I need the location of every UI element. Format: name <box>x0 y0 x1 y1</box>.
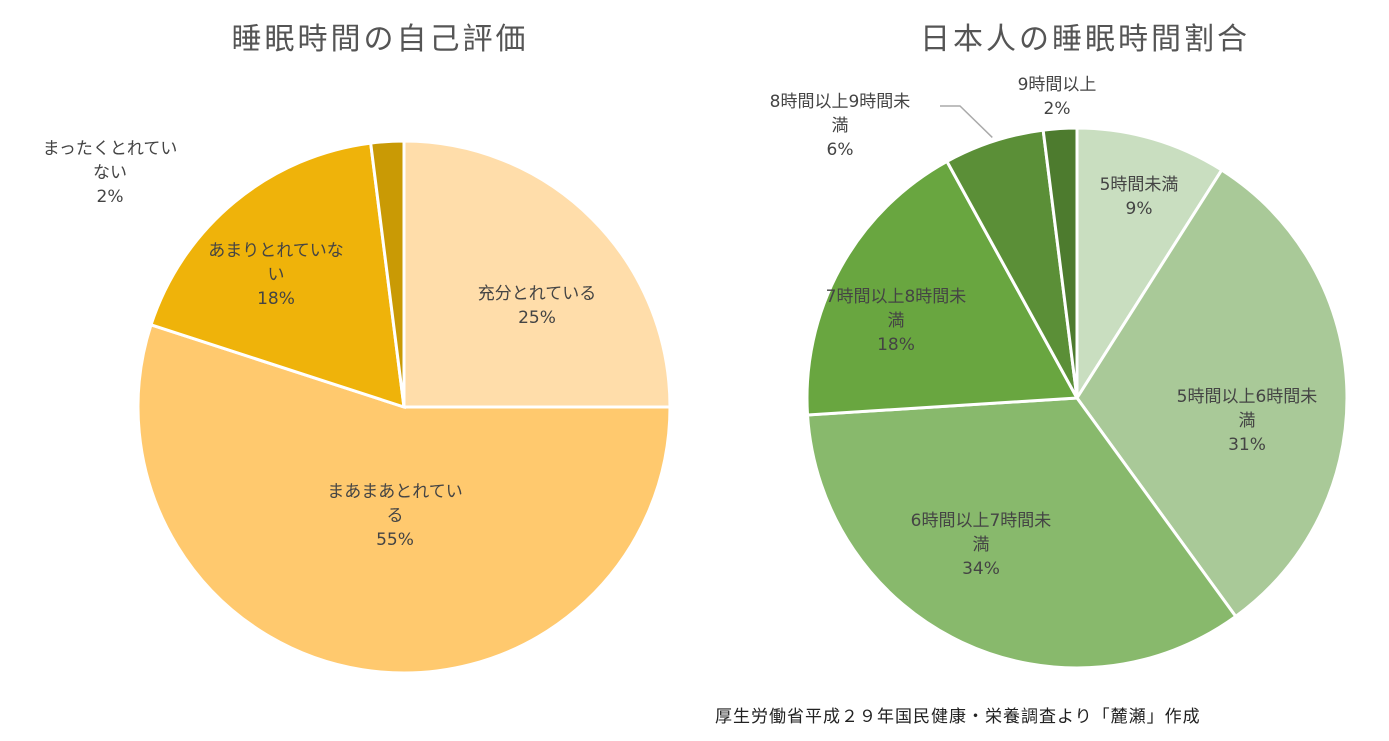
pie-slice-duration-2 <box>805 396 1238 670</box>
slice-label: まあまあとれている 55% <box>327 482 463 550</box>
leader-line <box>940 105 993 138</box>
slice-label: 7時間以上8時間未満 18% <box>826 287 967 355</box>
right-chart-title: 日本人の睡眠時間割合 <box>920 22 1250 57</box>
left-chart-title: 睡眠時間の自己評価 <box>231 22 529 57</box>
pie-slice-self-1 <box>136 322 672 675</box>
pie-slice-duration-0 <box>1075 126 1224 404</box>
slice-label: 5時間未満 9% <box>1100 175 1179 219</box>
slice-label: まったくとれていない 2% <box>43 139 178 207</box>
pie-slice-duration-5 <box>1041 126 1079 399</box>
slice-label: 5時間以上6時間未満 31% <box>1177 387 1318 455</box>
pie-slice-self-0 <box>402 139 672 409</box>
slice-label: 9時間以上 2% <box>1018 75 1097 119</box>
slice-label: 6時間以上7時間未満 34% <box>911 511 1052 579</box>
slice-label: あまりとれていない 18% <box>208 241 344 309</box>
pie-slice-self-3 <box>368 139 406 408</box>
source-note: 厚生労働省平成２９年国民健康・栄養調査より「麓瀬」作成 <box>715 707 1201 727</box>
pie-slice-duration-3 <box>805 159 1080 417</box>
slice-label: 充分とれている 25% <box>478 284 597 328</box>
slice-label: 8時間以上9時間未満 6% <box>770 92 911 160</box>
pie-slice-duration-1 <box>1075 167 1349 619</box>
pie-slice-self-2 <box>149 141 406 410</box>
